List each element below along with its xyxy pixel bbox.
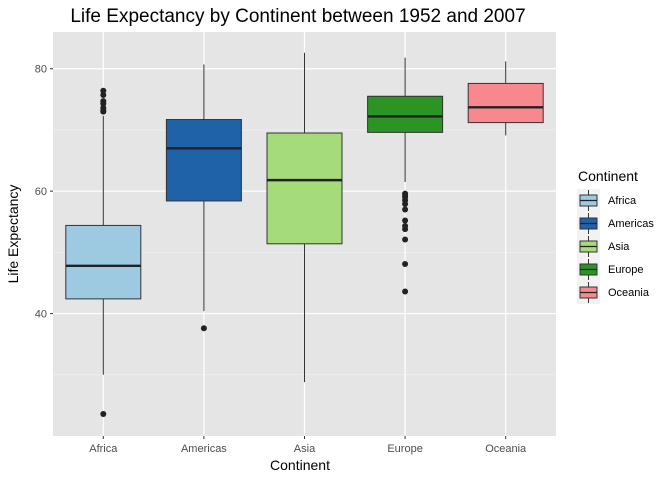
box-asia bbox=[266, 52, 343, 383]
legend-title: Continent bbox=[578, 168, 638, 184]
box-africa bbox=[65, 87, 142, 417]
outlier-point bbox=[402, 260, 409, 267]
outlier-point bbox=[200, 325, 207, 332]
legend: Africa Americas Asia Europe Oceania bbox=[577, 189, 654, 304]
y-axis-title: Life Expectancy bbox=[5, 185, 21, 284]
chart-title: Life Expectancy by Continent between 195… bbox=[70, 6, 525, 27]
outlier-point bbox=[402, 190, 409, 197]
box-body bbox=[467, 82, 544, 124]
legend-label: Americas bbox=[608, 218, 654, 230]
y-tick-label: 40 bbox=[35, 309, 47, 321]
box-oceania bbox=[467, 61, 544, 136]
outlier-point bbox=[402, 206, 409, 213]
legend-label: Africa bbox=[608, 195, 637, 207]
box-layer bbox=[65, 52, 544, 417]
box-body bbox=[65, 224, 142, 300]
x-tick-label: Africa bbox=[89, 443, 118, 455]
legend-item-oceania: Oceania bbox=[577, 281, 650, 304]
legend-label: Asia bbox=[608, 241, 630, 253]
outlier-point bbox=[402, 288, 409, 295]
y-tick-label: 80 bbox=[35, 64, 47, 76]
box-body bbox=[266, 132, 343, 245]
outlier-point bbox=[402, 223, 409, 230]
x-tick-label: Oceania bbox=[485, 443, 527, 455]
axis-layer: 40 60 80 Africa Americas Asia Europe Oceania bbox=[35, 64, 527, 455]
outlier-point bbox=[100, 104, 107, 111]
box-body bbox=[367, 95, 444, 133]
outlier-point bbox=[100, 98, 107, 105]
x-tick-label: Americas bbox=[181, 443, 227, 455]
y-tick-label: 60 bbox=[35, 186, 47, 198]
outlier-point bbox=[100, 87, 107, 94]
x-axis-title: Continent bbox=[270, 457, 330, 473]
box-americas bbox=[165, 64, 242, 332]
outlier-point bbox=[402, 236, 409, 243]
outlier-point bbox=[402, 217, 409, 224]
legend-item-europe: Europe bbox=[577, 258, 643, 281]
outlier-point bbox=[100, 410, 107, 417]
x-tick-label: Asia bbox=[294, 443, 316, 455]
box-body bbox=[165, 119, 242, 202]
legend-label: Europe bbox=[608, 264, 643, 276]
box-europe bbox=[367, 57, 444, 295]
legend-item-africa: Africa bbox=[577, 189, 637, 212]
legend-label: Oceania bbox=[608, 287, 650, 299]
legend-item-americas: Americas bbox=[577, 212, 654, 235]
x-tick-label: Europe bbox=[387, 443, 422, 455]
legend-item-asia: Asia bbox=[577, 235, 630, 258]
outlier-point bbox=[100, 92, 107, 99]
